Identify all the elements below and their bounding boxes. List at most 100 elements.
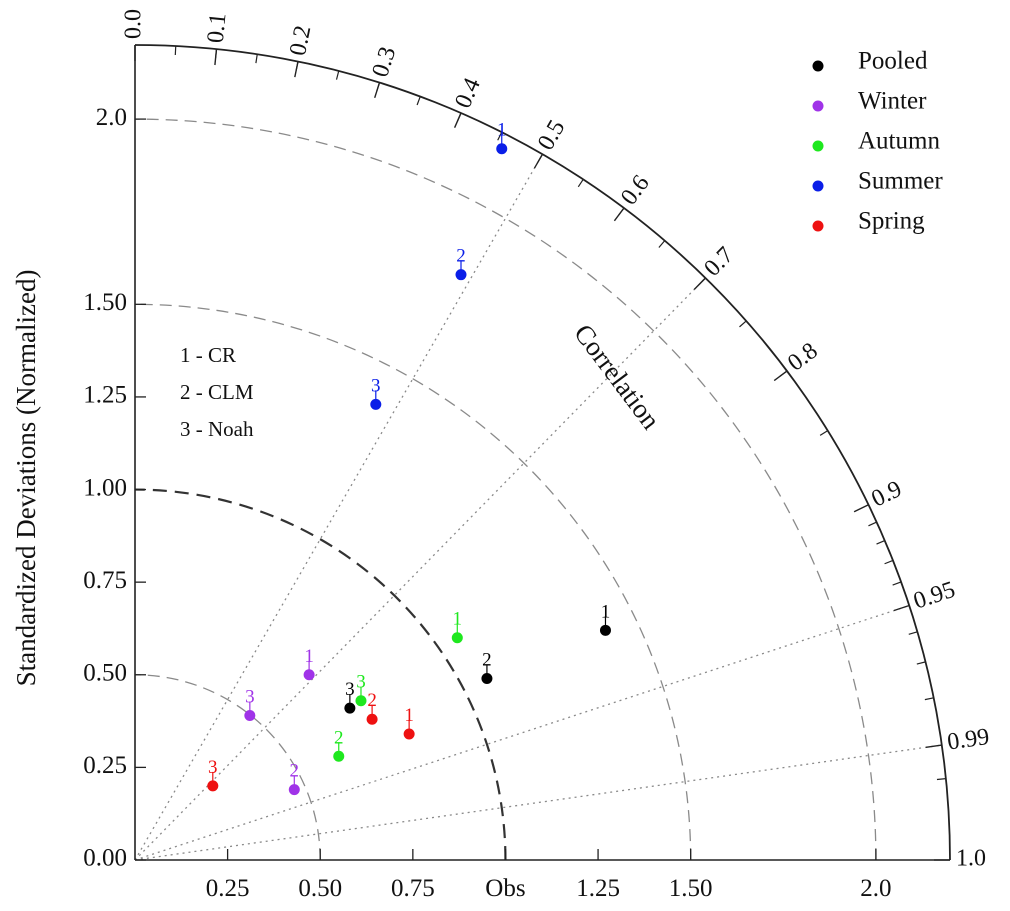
data-point-summer: 1: [496, 120, 508, 155]
data-point-spring: 1: [403, 705, 415, 740]
data-point-pooled: 1: [599, 601, 611, 636]
obs-reference-arc: [134, 488, 507, 861]
correlation-major-tick: [853, 504, 869, 513]
correlation-minor-tick: [658, 240, 666, 248]
legend-label: Pooled: [858, 48, 928, 75]
point-label: 1: [453, 609, 463, 630]
correlation-tick-label: 0.7: [699, 242, 739, 282]
model-key-label: 2 - CLM: [180, 380, 254, 404]
correlation-tick-label: 0.2: [285, 23, 316, 58]
correlation-ray: [134, 744, 942, 861]
correlation-minor-tick: [924, 697, 934, 701]
data-point-pooled: 3: [344, 679, 356, 714]
legend-label: Winter: [858, 88, 927, 115]
point-marker: [403, 728, 415, 740]
y-tick-label: 0.75: [83, 567, 127, 594]
legend-entry-spring: Spring: [812, 208, 925, 235]
correlation-tick-label: 0.99: [946, 724, 991, 756]
x-tick-label: 1.50: [669, 875, 713, 902]
point-marker: [355, 695, 367, 707]
correlation-minor-tick: [416, 96, 421, 106]
legend-label: Summer: [858, 168, 943, 195]
point-marker: [366, 713, 378, 725]
legend-layer: Pooled Winter Autumn Summer Spring 1 - CR 2 - …: [180, 48, 943, 441]
correlation-major-tick: [214, 49, 218, 66]
y-tick-label: 1.00: [83, 474, 127, 501]
point-label: 1: [601, 601, 611, 622]
x-tick-label: 0.25: [206, 875, 250, 902]
legend-marker: [812, 180, 824, 192]
correlation-minor-tick: [884, 559, 894, 565]
correlation-tick-label: 0.1: [203, 12, 232, 44]
correlation-major-tick: [613, 207, 625, 222]
legend-entry-winter: Winter: [812, 88, 927, 115]
point-label: 2: [290, 761, 300, 782]
model-key-label: 3 - Noah: [180, 417, 254, 441]
y-tick-label: 0.00: [83, 845, 127, 872]
point-label: 3: [345, 679, 355, 700]
data-point-spring: 3: [207, 757, 219, 792]
data-point-winter: 2: [288, 761, 300, 796]
data-point-autumn: 2: [333, 727, 345, 762]
correlation-major-tick: [533, 153, 544, 169]
correlation-arc-title: Correlation: [568, 318, 666, 435]
point-marker: [455, 269, 467, 281]
data-point-autumn: 3: [355, 672, 367, 707]
correlation-tick-label: 0.0: [121, 9, 147, 39]
correlation-minor-tick: [936, 778, 946, 781]
correlation-ray: [134, 277, 706, 861]
point-marker: [344, 702, 356, 714]
point-label: 3: [371, 375, 381, 396]
correlation-major-tick: [925, 744, 942, 748]
correlation-tick-label: 0.8: [783, 338, 823, 377]
correlation-minor-tick: [819, 430, 829, 436]
data-point-pooled: 2: [481, 649, 493, 684]
data-point-winter: 3: [244, 687, 256, 722]
legend-label: Autumn: [858, 128, 940, 155]
correlation-tick-label: 0.3: [367, 44, 401, 80]
x-tick-label: 2.0: [860, 875, 891, 902]
y-tick-label: 1.25: [83, 382, 127, 409]
y-tick-label: 1.50: [83, 289, 127, 316]
point-label: 3: [245, 687, 255, 708]
point-marker: [207, 780, 219, 792]
correlation-ray: [134, 153, 544, 861]
y-tick-label: 0.25: [83, 752, 127, 779]
correlation-major-tick: [893, 604, 910, 612]
y-tick-label: 0.50: [83, 660, 127, 687]
correlation-major-tick: [374, 82, 381, 99]
correlation-minor-tick: [868, 521, 877, 527]
point-marker: [244, 710, 256, 722]
x-tick-label: 0.75: [391, 875, 435, 902]
point-label: 3: [208, 757, 218, 778]
point-marker: [288, 784, 300, 796]
tick-layer: 0.0 0.1 0.2 0.3 0.4 0.5 0.6 0.7 0.8 0.9 0.95 0.99 1.…: [83, 9, 991, 902]
std-arc: [134, 674, 321, 861]
point-marker: [599, 624, 611, 636]
point-marker: [303, 669, 315, 681]
legend-marker: [812, 140, 824, 152]
correlation-tick-label: 0.4: [450, 74, 486, 112]
legend-entry-summer: Summer: [812, 168, 943, 195]
correlation-minor-tick: [255, 54, 258, 64]
legend-entry-autumn: Autumn: [812, 128, 940, 155]
point-marker: [370, 398, 382, 410]
legend-entry-pooled: Pooled: [812, 48, 928, 75]
correlation-minor-tick: [916, 661, 926, 665]
correlation-minor-tick: [876, 540, 886, 545]
x-tick-label: Obs: [485, 875, 525, 902]
correlation-major-tick: [453, 112, 462, 128]
data-point-spring: 2: [366, 690, 378, 725]
correlation-major-tick: [773, 370, 788, 382]
correlation-tick-label: 0.6: [616, 171, 655, 211]
correlation-minor-tick: [577, 179, 584, 188]
legend-label: Spring: [858, 208, 925, 235]
point-marker: [451, 632, 463, 644]
data-point-summer: 2: [455, 246, 467, 281]
point-label: 1: [404, 705, 414, 726]
point-label: 2: [482, 649, 492, 670]
point-marker: [481, 672, 493, 684]
point-label: 2: [367, 690, 377, 711]
correlation-major-tick: [294, 61, 299, 78]
